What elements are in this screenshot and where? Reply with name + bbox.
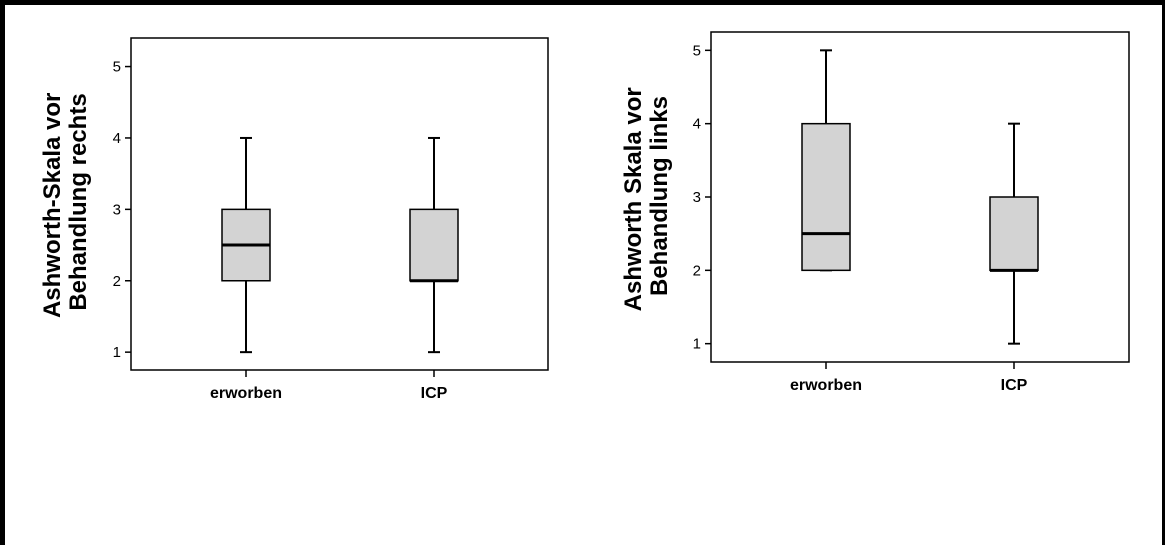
iqr-box bbox=[409, 208, 459, 282]
box-erworben bbox=[801, 49, 851, 272]
y-axis-title-line-2: Behandlung rechts bbox=[65, 93, 92, 310]
box-icp bbox=[409, 136, 459, 354]
y-tick-label: 4 bbox=[693, 116, 701, 133]
plot-area bbox=[130, 37, 549, 371]
y-tick-label: 3 bbox=[113, 201, 121, 218]
x-tick-label: ICP bbox=[1001, 377, 1028, 394]
y-axis-title-line-1: Ashworth Skala vor bbox=[620, 87, 647, 311]
y-tick-label: 2 bbox=[693, 262, 701, 279]
y-tick-label: 2 bbox=[113, 273, 121, 290]
x-tick-label: erworben bbox=[790, 377, 862, 394]
y-tick-label: 4 bbox=[113, 130, 121, 147]
x-tick-label: ICP bbox=[421, 385, 448, 402]
boxplot-left: Ashworth-Skala vor Behandlung rechts 1 2 3… bbox=[39, 37, 549, 402]
boxplot-right: Ashworth Skala vor Behandlung links 1 2 3 4… bbox=[620, 31, 1130, 394]
y-axis-title-left: Ashworth-Skala vor Behandlung rechts bbox=[39, 86, 92, 318]
y-axis-title-line-2: Behandlung links bbox=[646, 96, 673, 296]
y-axis-title-right: Ashworth Skala vor Behandlung links bbox=[620, 81, 673, 312]
box-erworben bbox=[221, 136, 271, 354]
y-tick-label: 1 bbox=[113, 344, 121, 361]
y-tick-label: 5 bbox=[693, 42, 701, 59]
y-tick-label: 1 bbox=[693, 336, 701, 353]
plot-area bbox=[710, 31, 1130, 363]
y-axis-title-line-1: Ashworth-Skala vor bbox=[39, 93, 66, 318]
iqr-box bbox=[801, 122, 851, 272]
iqr-box bbox=[989, 196, 1039, 272]
x-tick-label: erworben bbox=[210, 385, 282, 402]
box-icp bbox=[989, 122, 1039, 345]
y-tick-label: 5 bbox=[113, 59, 121, 76]
y-tick-label: 3 bbox=[693, 189, 701, 206]
